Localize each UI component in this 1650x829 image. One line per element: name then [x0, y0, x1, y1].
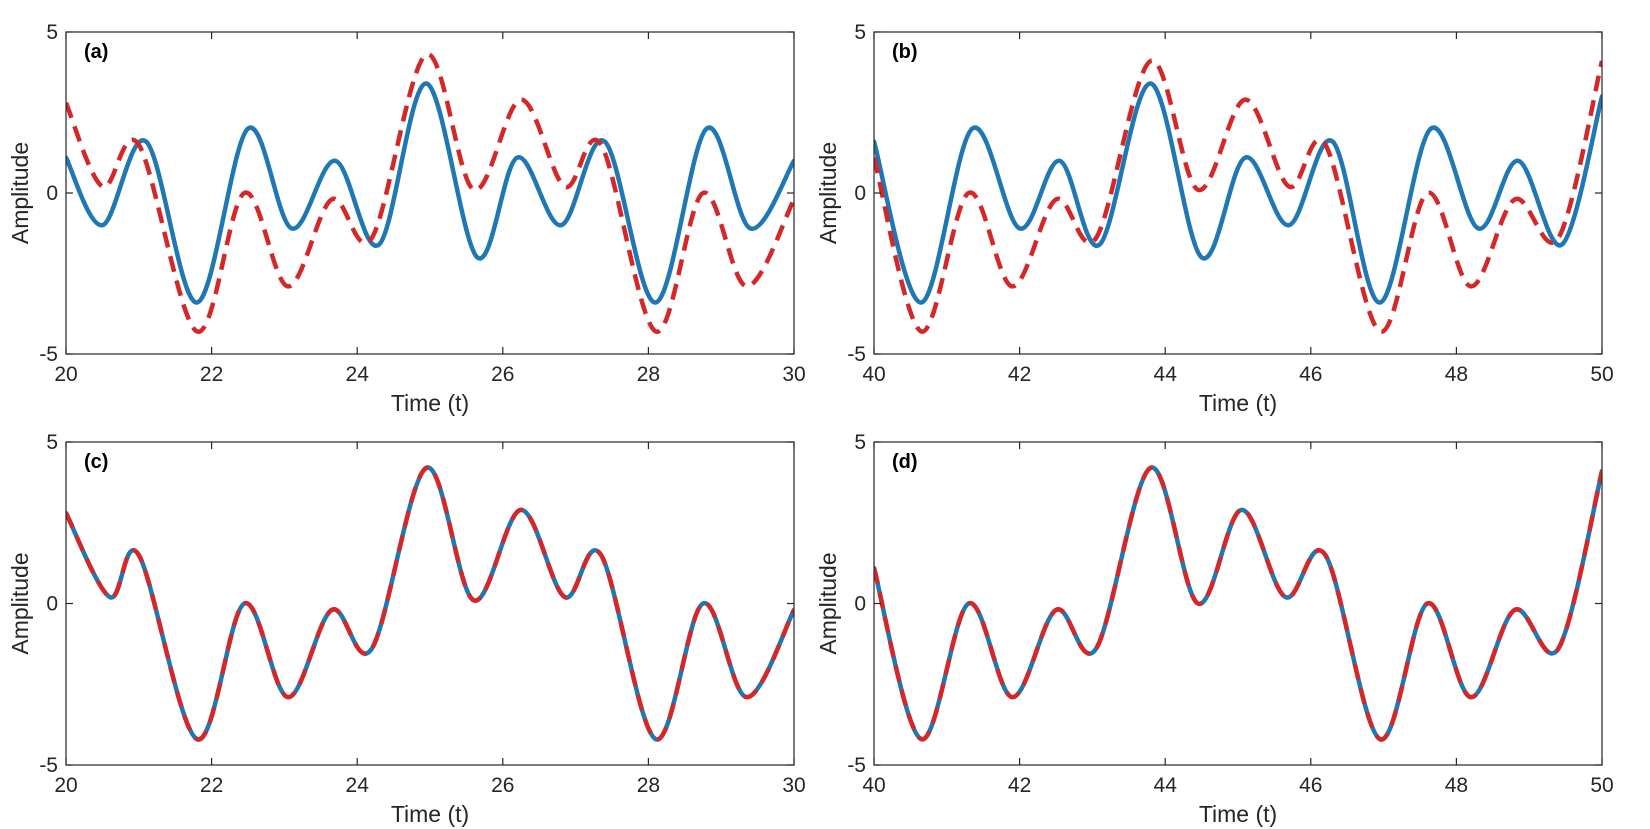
y-axis-label: Amplitude: [7, 552, 33, 654]
x-axis-label: Time (t): [1199, 390, 1277, 416]
y-tick-label: 0: [46, 182, 58, 205]
y-tick-label: 5: [854, 21, 866, 44]
x-tick-label: 40: [862, 774, 885, 797]
x-axis-label: Time (t): [1199, 801, 1277, 827]
x-tick-label: 20: [54, 774, 77, 797]
x-tick-label: 48: [1445, 363, 1468, 386]
x-tick-label: 22: [200, 363, 223, 386]
y-tick-label: 0: [46, 593, 58, 616]
panel-label: (a): [84, 41, 108, 63]
x-tick-label: 30: [782, 774, 805, 797]
x-tick-label: 46: [1299, 774, 1322, 797]
y-axis-label: Amplitude: [7, 142, 33, 244]
series-line-dashed: [874, 58, 1602, 334]
y-tick-label: -5: [847, 754, 866, 777]
x-tick-label: 26: [491, 774, 514, 797]
panel-d: 40 42 44 46 48 50 -5 0 5 Time (t) Amplitude (d): [815, 431, 1614, 827]
x-tick-label: 20: [54, 363, 77, 386]
series-line-dashed: [66, 52, 794, 334]
x-tick-label: 22: [200, 774, 223, 797]
panel-label: (d): [892, 451, 918, 473]
panel-b: 40 42 44 46 48 50 -5 0 5 Time (t) Amplitude (b): [815, 21, 1614, 416]
y-axis-label: Amplitude: [815, 552, 841, 654]
axis-frame: [65, 31, 795, 355]
y-tick-label: 5: [46, 21, 58, 44]
y-tick-label: 0: [854, 593, 866, 616]
series-line-solid: [874, 81, 1602, 305]
x-tick-label: 44: [1154, 774, 1178, 797]
x-tick-label: 44: [1154, 363, 1178, 386]
x-tick-label: 50: [1590, 774, 1613, 797]
y-tick-label: 0: [854, 182, 866, 205]
panel-label: (b): [892, 41, 918, 63]
y-tick-label: -5: [39, 343, 58, 366]
axis-frame: [65, 441, 795, 766]
panel-c: 20 22 24 26 28 30 -5 0 5 Time (t) Amplitude (c): [7, 431, 806, 827]
x-tick-label: 48: [1445, 774, 1468, 797]
axis-frame: [873, 441, 1603, 766]
y-axis-label: Amplitude: [815, 142, 841, 244]
y-tick-label: 5: [46, 431, 58, 454]
x-tick-label: 24: [346, 363, 370, 386]
y-tick-label: -5: [847, 343, 866, 366]
axis-frame: [873, 31, 1603, 355]
x-tick-label: 42: [1008, 774, 1031, 797]
x-tick-label: 28: [637, 363, 660, 386]
x-tick-label: 26: [491, 363, 514, 386]
series-line-solid: [874, 465, 1602, 742]
series-line-solid: [66, 81, 794, 305]
y-tick-label: 5: [854, 431, 866, 454]
series-line-solid: [66, 465, 794, 742]
x-tick-label: 50: [1590, 363, 1613, 386]
y-tick-label: -5: [39, 754, 58, 777]
series-line-dashed: [874, 465, 1602, 742]
x-tick-label: 46: [1299, 363, 1322, 386]
panel-a: 20 22 24 26 28 30 -5 0 5 Time (t) Amplitude (a): [7, 21, 806, 416]
x-tick-label: 30: [782, 363, 805, 386]
series-line-dashed: [66, 465, 794, 742]
x-tick-label: 28: [637, 774, 660, 797]
x-axis-label: Time (t): [391, 801, 469, 827]
x-tick-label: 24: [346, 774, 370, 797]
x-tick-label: 42: [1008, 363, 1031, 386]
x-axis-label: Time (t): [391, 390, 469, 416]
x-tick-label: 40: [862, 363, 885, 386]
panel-label: (c): [84, 451, 108, 473]
